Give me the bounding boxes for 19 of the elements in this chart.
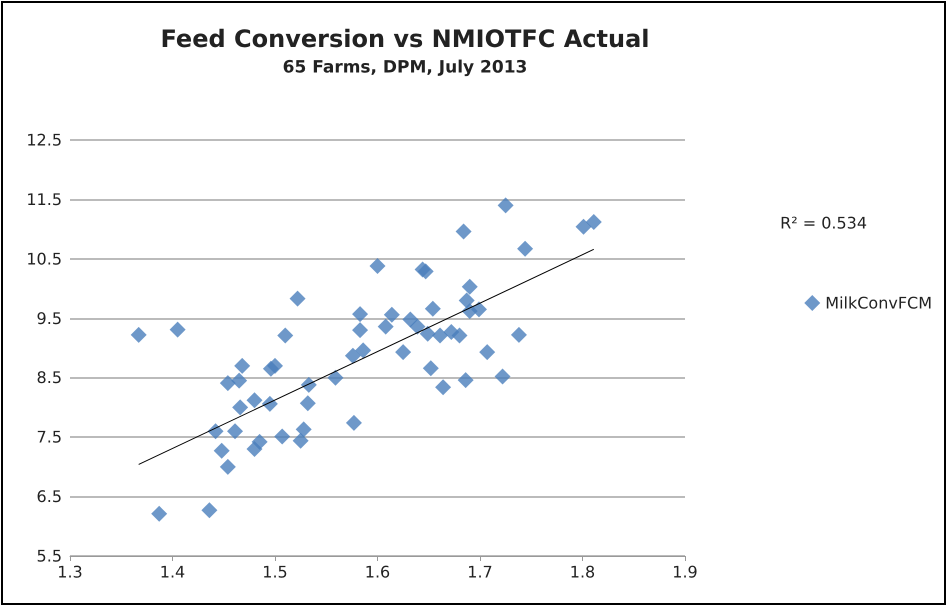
x-tick-label: 1.5	[262, 562, 288, 582]
x-tick-label: 1.6	[364, 562, 390, 582]
legend-label: MilkConvFCM	[825, 294, 932, 312]
y-tick-label: 5.5	[36, 546, 62, 566]
y-tick-label: 9.5	[36, 308, 62, 328]
x-tick-label: 1.8	[570, 562, 596, 582]
y-tick-label: 10.5	[26, 249, 62, 268]
x-tick-label: 1.7	[467, 562, 493, 582]
chart-title: Feed Conversion vs NMIOTFC Actual	[160, 25, 650, 53]
x-tick-label: 1.9	[672, 562, 698, 582]
y-tick-label: 8.5	[36, 368, 62, 388]
chart-subtitle: 65 Farms, DPM, July 2013	[282, 58, 528, 78]
y-tick-label: 11.5	[26, 190, 62, 209]
y-tick-label: 6.5	[36, 487, 62, 506]
y-tick-label: 7.5	[36, 428, 62, 447]
x-tick-label: 1.4	[160, 562, 186, 582]
y-tick-label: 12.5	[26, 130, 62, 150]
x-tick-label: 1.3	[57, 562, 83, 582]
text: R² = 0.534	[780, 214, 868, 232]
